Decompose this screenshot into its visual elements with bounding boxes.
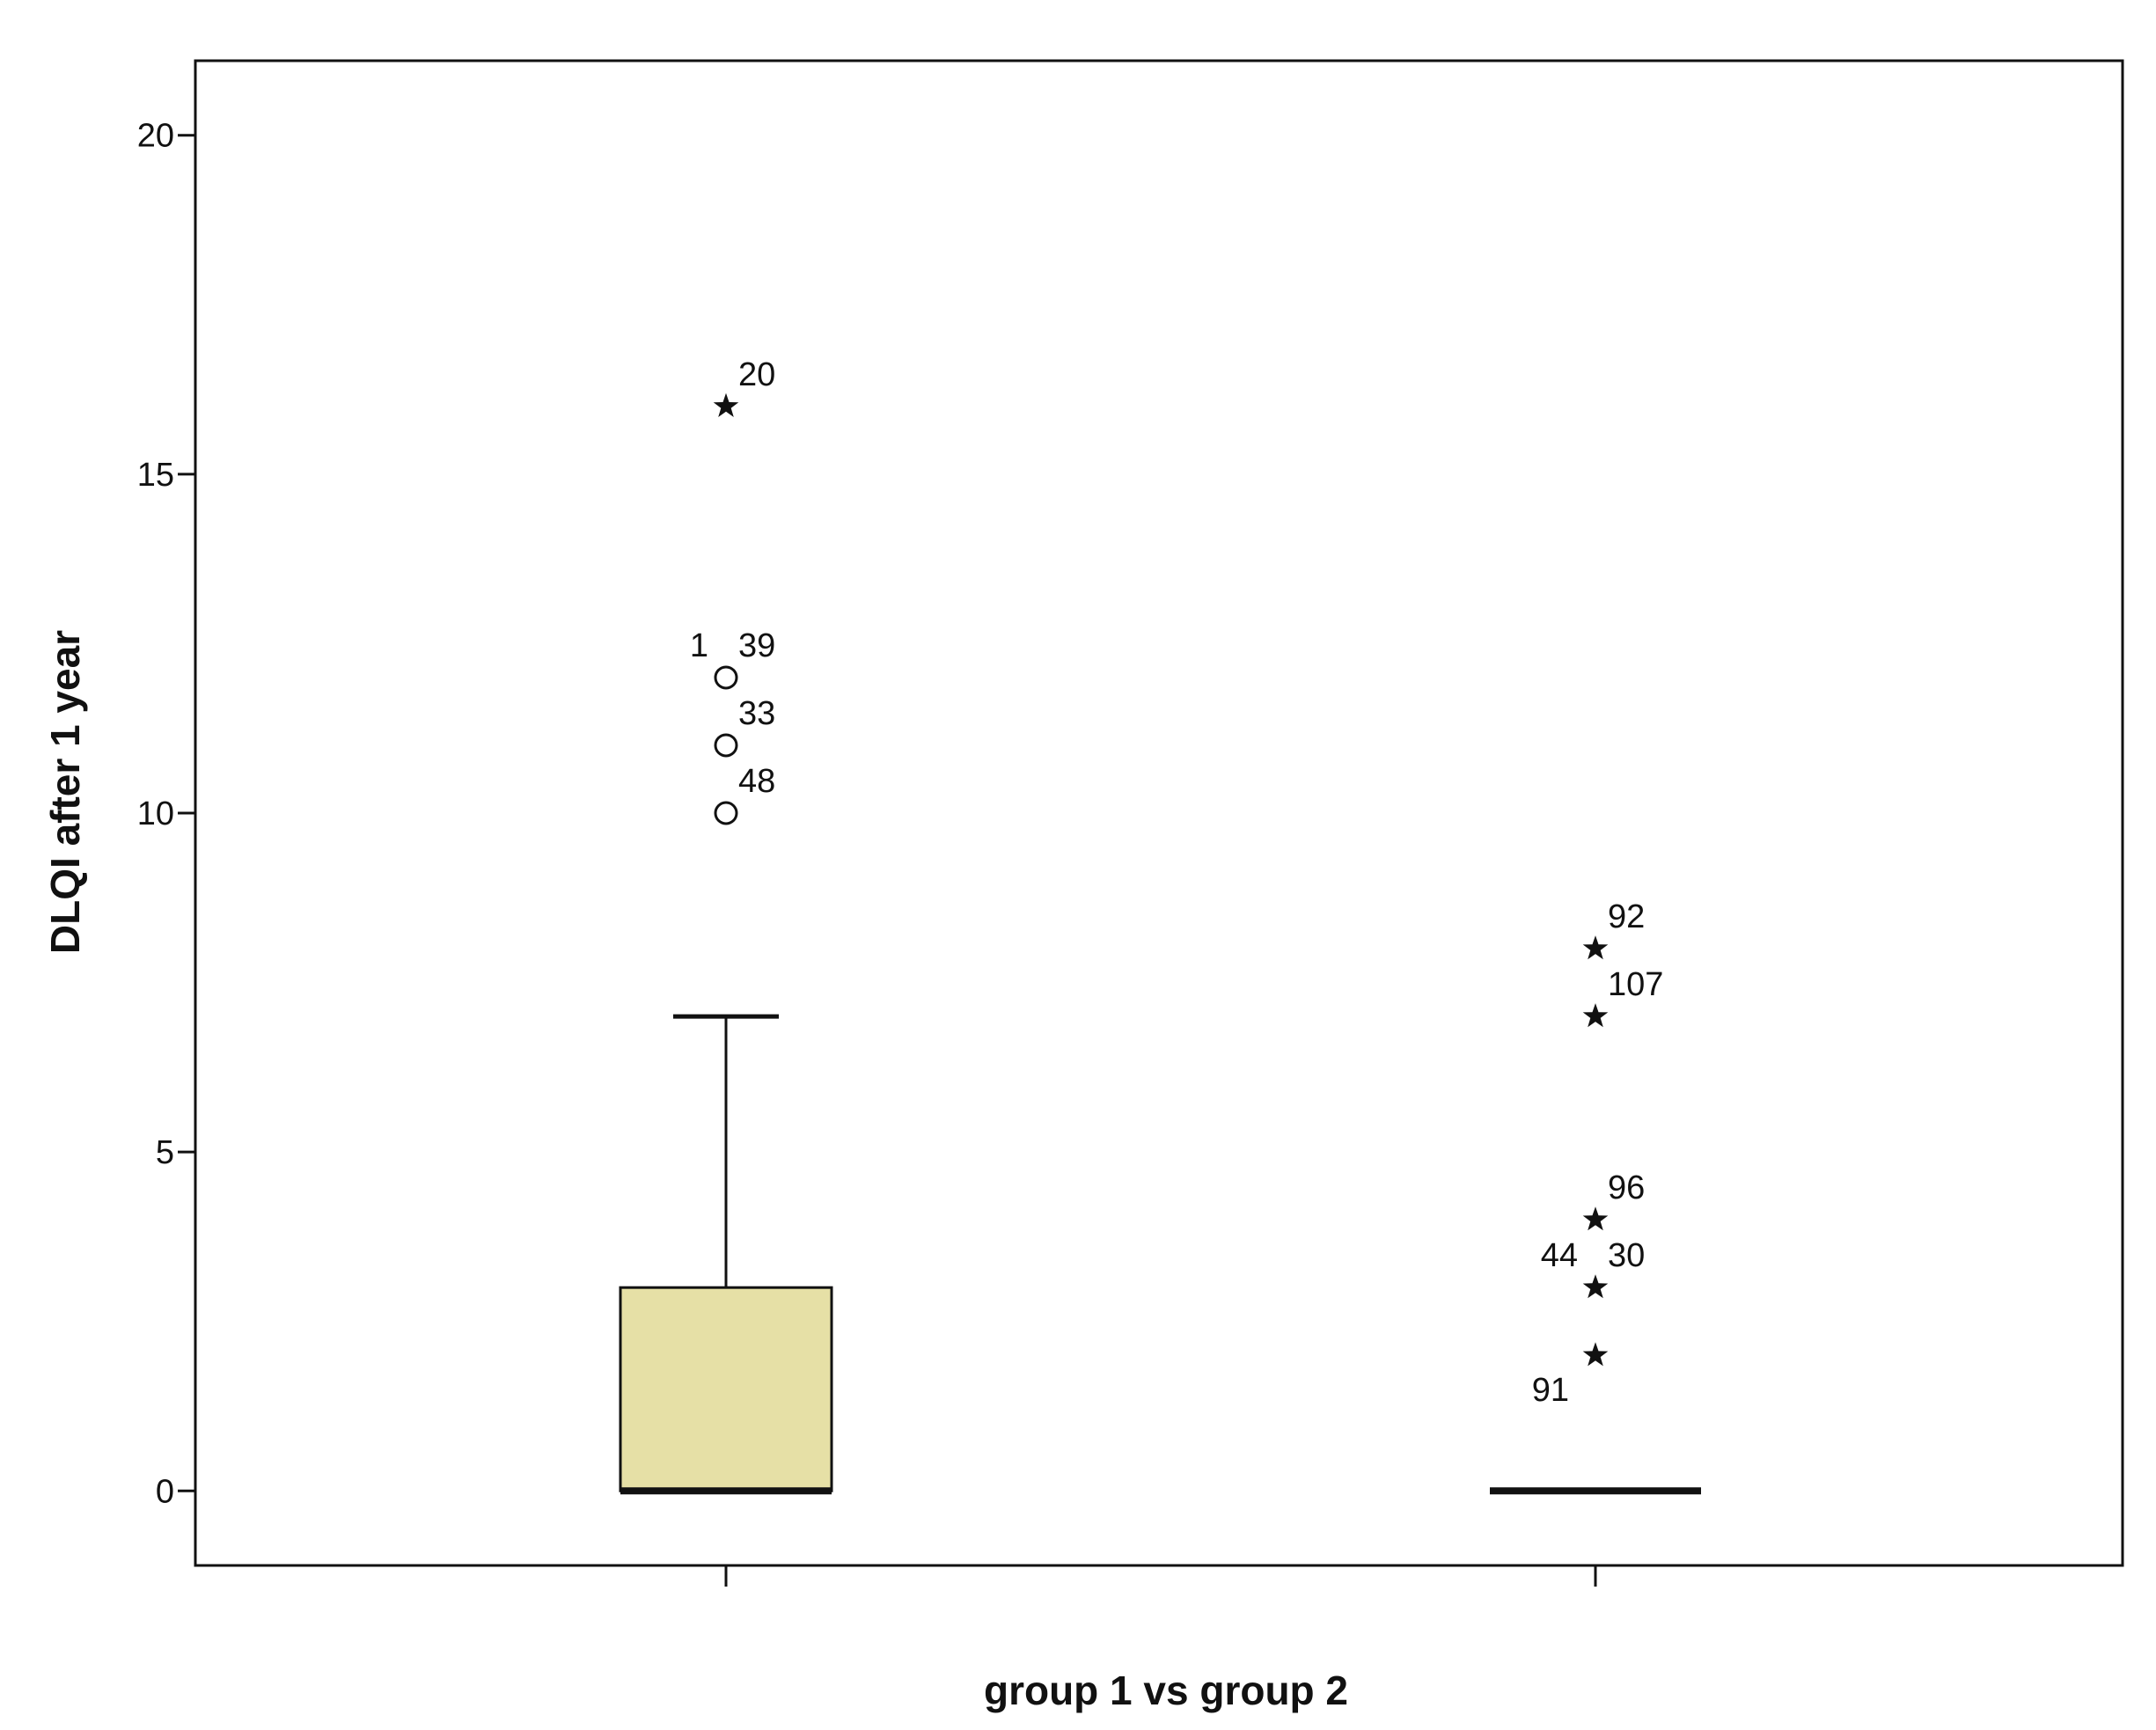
outlier-circle bbox=[714, 665, 738, 690]
y-tick-label: 5 bbox=[156, 1134, 174, 1171]
outlier-label: 39 bbox=[738, 627, 775, 664]
outlier-star bbox=[1582, 1003, 1609, 1028]
outlier-star bbox=[1582, 1274, 1609, 1299]
outlier-label: 44 bbox=[1541, 1237, 1578, 1274]
box bbox=[619, 1286, 833, 1492]
outlier-label: 20 bbox=[738, 356, 775, 393]
outlier-star bbox=[1582, 1342, 1609, 1367]
y-axis: 0 5 10 15 20 bbox=[137, 118, 195, 1510]
outliers: 20 1 39 33 48 92 107 96 44 30 91 bbox=[690, 356, 1664, 1409]
outlier-star bbox=[1582, 935, 1609, 960]
y-tick-label: 15 bbox=[137, 457, 174, 494]
outlier-label: 30 bbox=[1608, 1237, 1645, 1274]
outlier-label: 92 bbox=[1608, 898, 1645, 935]
outlier-label: 1 bbox=[690, 627, 708, 664]
outlier-label: 96 bbox=[1608, 1169, 1645, 1206]
x-axis-title: group 1 vs group 2 bbox=[984, 1668, 1348, 1713]
outlier-label: 48 bbox=[738, 763, 775, 800]
y-tick-label: 0 bbox=[156, 1473, 174, 1510]
outlier-label: 91 bbox=[1532, 1372, 1569, 1409]
outlier-circle bbox=[714, 801, 738, 825]
outlier-label: 107 bbox=[1608, 966, 1663, 1003]
outlier-circle bbox=[714, 733, 738, 758]
outlier-label: 33 bbox=[738, 695, 775, 732]
plot-area bbox=[194, 59, 2124, 1567]
x-axis bbox=[724, 1565, 1597, 1587]
y-tick-label: 20 bbox=[137, 118, 174, 155]
boxes bbox=[619, 1014, 1701, 1495]
outlier-star bbox=[1582, 1206, 1609, 1231]
outlier-star bbox=[713, 392, 739, 417]
y-axis-title: DLQI after 1 year bbox=[42, 630, 88, 954]
y-tick-label: 10 bbox=[137, 795, 174, 832]
